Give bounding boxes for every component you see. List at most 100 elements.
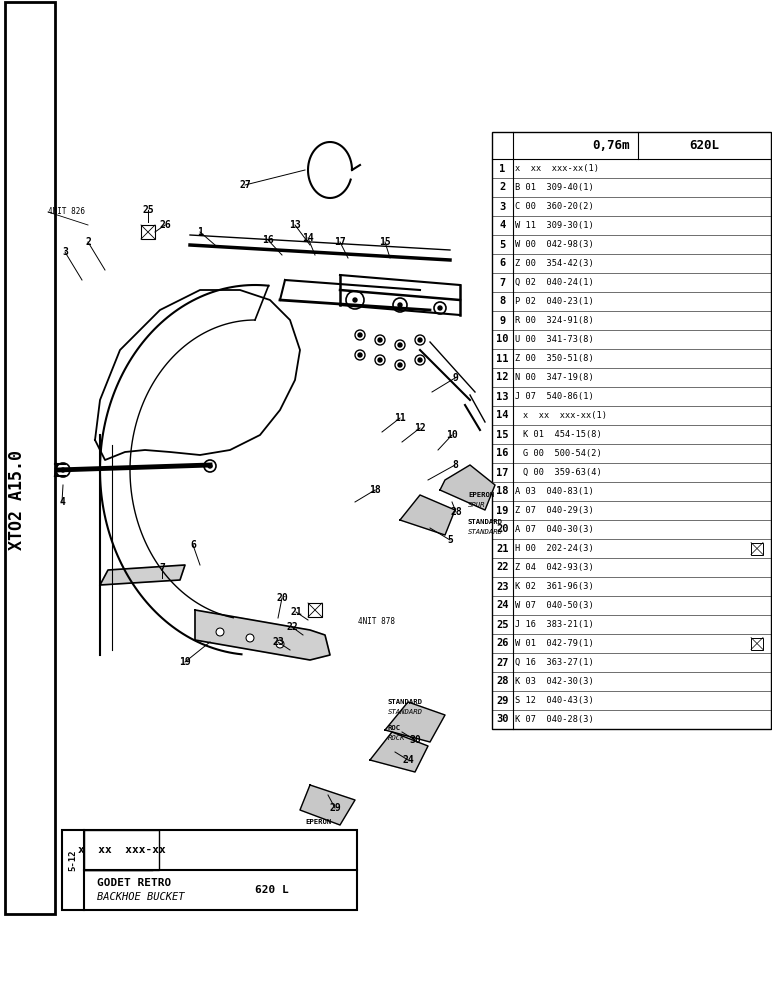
Text: 11: 11: [496, 354, 509, 363]
Text: 14: 14: [496, 410, 509, 420]
Text: S 12  040-43(3): S 12 040-43(3): [515, 696, 594, 705]
Polygon shape: [100, 565, 185, 585]
Text: 8: 8: [452, 460, 458, 470]
Text: STANDARD: STANDARD: [468, 519, 503, 525]
Text: 4: 4: [499, 221, 506, 231]
Text: 9: 9: [452, 373, 458, 383]
Text: 23: 23: [496, 582, 509, 591]
Text: 4: 4: [59, 497, 65, 507]
Text: SPUR: SPUR: [468, 502, 486, 508]
Bar: [5, 2, 55, 914]
Text: 13: 13: [496, 391, 509, 401]
Text: STANDARD: STANDARD: [388, 699, 423, 705]
Text: 28: 28: [450, 507, 462, 517]
Text: N 00  347-19(8): N 00 347-19(8): [515, 373, 594, 382]
Text: 16: 16: [262, 235, 274, 245]
Polygon shape: [385, 702, 445, 742]
Text: 18: 18: [369, 485, 381, 495]
Circle shape: [378, 358, 382, 362]
Text: STANDARD: STANDARD: [388, 709, 423, 715]
Text: 19: 19: [179, 657, 191, 667]
Text: 5: 5: [499, 239, 506, 249]
Text: 29: 29: [329, 803, 341, 813]
Circle shape: [353, 298, 357, 302]
Text: SPUR: SPUR: [310, 829, 327, 835]
Text: 20: 20: [276, 593, 288, 603]
Text: ROCK: ROCK: [388, 735, 405, 741]
Circle shape: [438, 306, 442, 310]
Bar: [492, 132, 771, 729]
Text: Q 00  359-63(4): Q 00 359-63(4): [523, 468, 601, 477]
Text: 2: 2: [499, 182, 506, 192]
Polygon shape: [195, 610, 330, 660]
Text: 14: 14: [302, 233, 314, 243]
Bar: [62, 830, 357, 910]
Polygon shape: [440, 465, 495, 510]
Text: 22: 22: [496, 562, 509, 572]
Circle shape: [398, 303, 402, 307]
Text: 21: 21: [496, 544, 509, 554]
Text: 1: 1: [197, 227, 203, 237]
Text: Z 07  040-29(3): Z 07 040-29(3): [515, 506, 594, 515]
Text: STANDARD: STANDARD: [468, 529, 503, 535]
Text: 24: 24: [496, 600, 509, 610]
Circle shape: [208, 464, 212, 468]
Text: BACKHOE BUCKET: BACKHOE BUCKET: [97, 892, 185, 902]
Circle shape: [418, 358, 422, 362]
Text: 18: 18: [496, 487, 509, 496]
Text: J 16  383-21(1): J 16 383-21(1): [515, 620, 594, 629]
Text: 2: 2: [85, 237, 91, 247]
Text: 16: 16: [496, 448, 509, 458]
Text: 620 L: 620 L: [255, 885, 289, 895]
Text: Q 16  363-27(1): Q 16 363-27(1): [515, 658, 594, 667]
Text: K 07  040-28(3): K 07 040-28(3): [515, 715, 594, 724]
Text: 4NIT 826: 4NIT 826: [48, 208, 85, 217]
Polygon shape: [400, 495, 455, 535]
Circle shape: [216, 628, 224, 636]
Text: 20: 20: [496, 524, 509, 534]
Text: 4NIT 878: 4NIT 878: [358, 617, 395, 626]
Bar: [308, 603, 322, 617]
Text: 19: 19: [496, 506, 509, 516]
Text: K 01  454-15(8): K 01 454-15(8): [523, 430, 601, 439]
Text: 17: 17: [496, 468, 509, 478]
Text: H 00  202-24(3): H 00 202-24(3): [515, 544, 594, 553]
Text: 10: 10: [496, 334, 509, 344]
Text: 24: 24: [402, 755, 414, 765]
Text: 6: 6: [499, 258, 506, 268]
Text: 7: 7: [499, 277, 506, 288]
Polygon shape: [370, 732, 428, 772]
Circle shape: [358, 333, 362, 337]
Circle shape: [276, 640, 284, 648]
Text: G 00  500-54(2): G 00 500-54(2): [523, 449, 601, 458]
Text: 13: 13: [290, 220, 301, 230]
Text: GODET RETRO: GODET RETRO: [97, 878, 171, 888]
Text: 30: 30: [496, 714, 509, 724]
Text: Z 00  354-42(3): Z 00 354-42(3): [515, 259, 594, 268]
Circle shape: [398, 343, 402, 347]
Text: 0,76m: 0,76m: [592, 139, 630, 152]
Text: ROC: ROC: [388, 725, 401, 731]
Text: Z 00  350-51(8): Z 00 350-51(8): [515, 354, 594, 363]
Text: 21: 21: [290, 607, 302, 617]
Text: 12: 12: [496, 372, 509, 382]
Text: EPERON: EPERON: [305, 819, 331, 825]
Text: 15: 15: [496, 430, 509, 440]
Text: 25: 25: [142, 205, 154, 215]
Text: XTO2 A15.0: XTO2 A15.0: [8, 450, 26, 550]
Text: W 00  042-98(3): W 00 042-98(3): [515, 240, 594, 249]
Text: 27: 27: [239, 180, 251, 190]
Text: P 02  040-23(1): P 02 040-23(1): [515, 297, 594, 306]
Text: 15: 15: [379, 237, 391, 247]
Polygon shape: [300, 785, 355, 825]
Text: 22: 22: [286, 622, 298, 632]
Text: 12: 12: [414, 423, 426, 433]
Text: 25: 25: [496, 619, 509, 630]
Text: 10: 10: [446, 430, 458, 440]
Circle shape: [398, 363, 402, 367]
Text: 29: 29: [496, 696, 509, 706]
Text: U 00  341-73(8): U 00 341-73(8): [515, 335, 594, 344]
Circle shape: [246, 634, 254, 642]
Text: 26: 26: [496, 639, 509, 648]
Text: 9: 9: [499, 316, 506, 326]
